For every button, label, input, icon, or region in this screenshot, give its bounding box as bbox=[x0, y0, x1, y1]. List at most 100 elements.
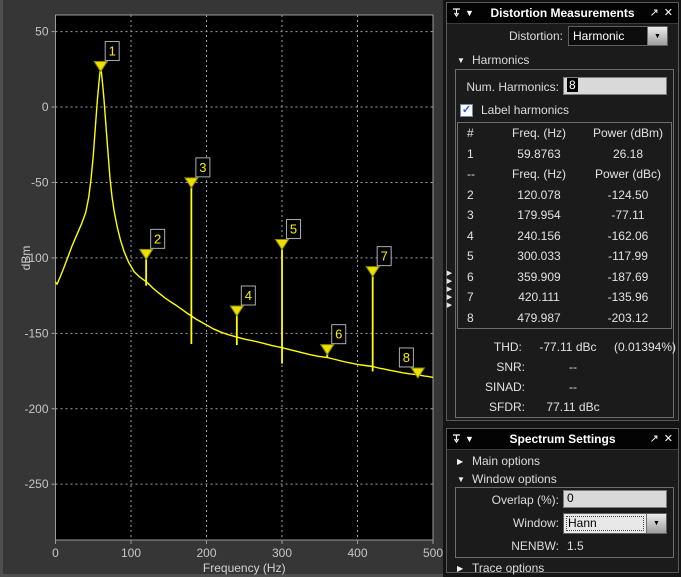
num-harmonics-input[interactable]: 8 bbox=[563, 77, 667, 95]
dropdown-arrow-icon[interactable]: ▼ bbox=[647, 27, 667, 45]
close-icon[interactable]: ✕ bbox=[663, 7, 673, 19]
harmonic-label-6: 6 bbox=[335, 327, 342, 342]
harmonic-label-box-6 bbox=[331, 324, 347, 345]
y-axis-label: dBm bbox=[19, 246, 33, 271]
harmonic-marker-7[interactable] bbox=[365, 266, 381, 278]
metric-extra bbox=[621, 397, 676, 417]
y-tick-label: -200 bbox=[24, 402, 48, 416]
table-cell: 179.954 bbox=[517, 208, 561, 222]
dock-pin-icon[interactable] bbox=[452, 434, 461, 444]
harmonics-groupbox bbox=[455, 69, 674, 418]
harmonic-marker-2[interactable] bbox=[138, 248, 154, 261]
table-cell: -203.12 bbox=[607, 310, 649, 325]
spectrum-plot[interactable]: 0 100 200 300 400 500500-50-100-150-200-250Fr… bbox=[0, 0, 443, 577]
x-tick-label: 400 bbox=[347, 546, 367, 560]
nenbw-value: 1.5 bbox=[567, 539, 584, 553]
y-tick-label: 50 bbox=[35, 25, 49, 39]
splitter-arrow-icon[interactable]: ▶ bbox=[446, 286, 453, 293]
window-options-section[interactable]: ▼ Window options bbox=[457, 472, 557, 486]
harmonics-section-header[interactable]: ▼ Harmonics bbox=[457, 53, 529, 67]
distortion-type-dropdown[interactable]: Harmonic ▼ bbox=[568, 26, 668, 46]
main-options-section[interactable]: ▶ Main options bbox=[457, 454, 540, 468]
overlap-value: 0 bbox=[567, 491, 574, 505]
label-harmonics-label: Label harmonics bbox=[481, 103, 570, 117]
close-icon[interactable]: ✕ bbox=[663, 433, 673, 445]
undock-icon[interactable]: ↗ bbox=[649, 7, 659, 19]
table-cell: 120.078 bbox=[517, 187, 561, 202]
settings-panel-title: Spectrum Settings bbox=[509, 432, 616, 446]
figure-left-edge bbox=[0, 0, 3, 577]
splitter-arrow-icon[interactable]: ▶ bbox=[446, 294, 453, 301]
table-cell: -162.06 bbox=[607, 228, 649, 243]
axes-border bbox=[55, 14, 434, 541]
harmonics-table: # Freq. (Hz) Power (dBm) 1 59.8763 26.18 -- Fre… bbox=[457, 122, 672, 329]
y-tick-label: 0 bbox=[42, 100, 49, 114]
harmonic-marker-1[interactable] bbox=[93, 61, 109, 73]
table-cell: 8 bbox=[467, 310, 474, 325]
splitter-arrow-icon[interactable]: ▶ bbox=[446, 302, 453, 309]
spectrum-trace bbox=[54, 66, 434, 379]
undock-icon[interactable]: ↗ bbox=[649, 433, 659, 445]
nenbw-label: NENBW: bbox=[511, 539, 559, 553]
table-cell: 479.987 bbox=[517, 310, 561, 325]
table-cell: 300.033 bbox=[517, 249, 561, 263]
harmonic-label-box-4 bbox=[240, 285, 256, 306]
table-row: 3 179.954 -77.11 bbox=[458, 205, 671, 226]
x-axis-label: Frequency (Hz) bbox=[203, 561, 286, 575]
harmonic-label-2: 2 bbox=[154, 231, 161, 246]
table-cell: Freq. (Hz) bbox=[512, 167, 566, 181]
metric-label: SFDR: bbox=[489, 400, 525, 414]
table-header-dbm: # Freq. (Hz) Power (dBm) bbox=[458, 123, 671, 144]
settings-panel-header: ▼ Spectrum Settings ↗ ✕ bbox=[447, 429, 678, 450]
distortion-type-value: Harmonic bbox=[573, 29, 625, 43]
window-options-label: Window options bbox=[472, 472, 557, 486]
metric-extra bbox=[621, 377, 676, 397]
harmonic-marker-6[interactable] bbox=[319, 344, 335, 356]
collapse-panel-icon[interactable]: ▼ bbox=[465, 8, 474, 18]
table-cell: -117.99 bbox=[608, 249, 648, 263]
label-harmonics-checkbox[interactable]: ✓ bbox=[460, 103, 473, 117]
dropdown-arrow-icon[interactable]: ▼ bbox=[646, 514, 666, 533]
harmonic-label-4: 4 bbox=[245, 288, 252, 303]
x-tick-label: 100 bbox=[121, 546, 141, 560]
metric-label: THD: bbox=[493, 340, 522, 354]
section-collapsed-icon: ▶ bbox=[457, 456, 464, 466]
num-harmonics-label: Num. Harmonics: bbox=[466, 80, 559, 94]
metric-extra bbox=[621, 357, 676, 377]
table-cell: # bbox=[467, 126, 474, 140]
main-options-label: Main options bbox=[472, 454, 541, 468]
table-cell: Power (dBm) bbox=[592, 126, 663, 140]
section-expanded-icon: ▼ bbox=[457, 474, 465, 484]
panel-splitter[interactable]: ▶ ▶ ▶ ▶ ▶ bbox=[444, 270, 455, 318]
table-cell: 5 bbox=[467, 249, 474, 263]
splitter-arrow-icon[interactable]: ▶ bbox=[446, 278, 453, 285]
harmonics-section-label: Harmonics bbox=[472, 53, 530, 67]
splitter-arrow-icon[interactable]: ▶ bbox=[446, 270, 453, 277]
harmonic-marker-4[interactable] bbox=[229, 305, 245, 317]
table-row: 6 359.909 -187.69 bbox=[458, 267, 671, 288]
table-row: 2 120.078 -124.50 bbox=[458, 185, 671, 206]
metric-value: 77.11 dBc bbox=[546, 400, 600, 414]
dock-pin-icon[interactable] bbox=[452, 8, 461, 18]
distortion-panel-header: ▼ Distortion Measurements ↗ ✕ bbox=[447, 3, 678, 24]
window-value: Hann bbox=[564, 514, 646, 533]
harmonic-marker-5[interactable] bbox=[274, 239, 290, 251]
section-collapsed-icon: ▶ bbox=[457, 563, 464, 573]
table-row: 5 300.033 -117.99 bbox=[458, 246, 671, 267]
harmonic-marker-3[interactable] bbox=[183, 177, 199, 189]
label-harmonics-checkbox-row[interactable]: ✓ Label harmonics bbox=[460, 103, 569, 117]
trace-options-section[interactable]: ▶ Trace options bbox=[457, 561, 544, 575]
table-cell: -- bbox=[467, 167, 475, 181]
overlap-input[interactable]: 0 bbox=[563, 490, 667, 508]
table-header-dbc: -- Freq. (Hz) Power (dBc) bbox=[458, 164, 671, 185]
distortion-measurements-panel: ▼ Distortion Measurements ↗ ✕ Distortion… bbox=[446, 2, 679, 421]
harmonic-label-7: 7 bbox=[381, 249, 388, 264]
y-tick-label: -100 bbox=[24, 251, 48, 265]
x-tick-label: 500 bbox=[423, 546, 443, 560]
table-cell: 240.156 bbox=[517, 228, 561, 243]
metric-row-sfdr: SFDR: 77.11 dBc bbox=[449, 397, 676, 417]
harmonic-marker-8[interactable] bbox=[410, 367, 426, 379]
collapse-panel-icon[interactable]: ▼ bbox=[465, 434, 474, 444]
window-dropdown[interactable]: Hann ▼ bbox=[563, 513, 667, 534]
